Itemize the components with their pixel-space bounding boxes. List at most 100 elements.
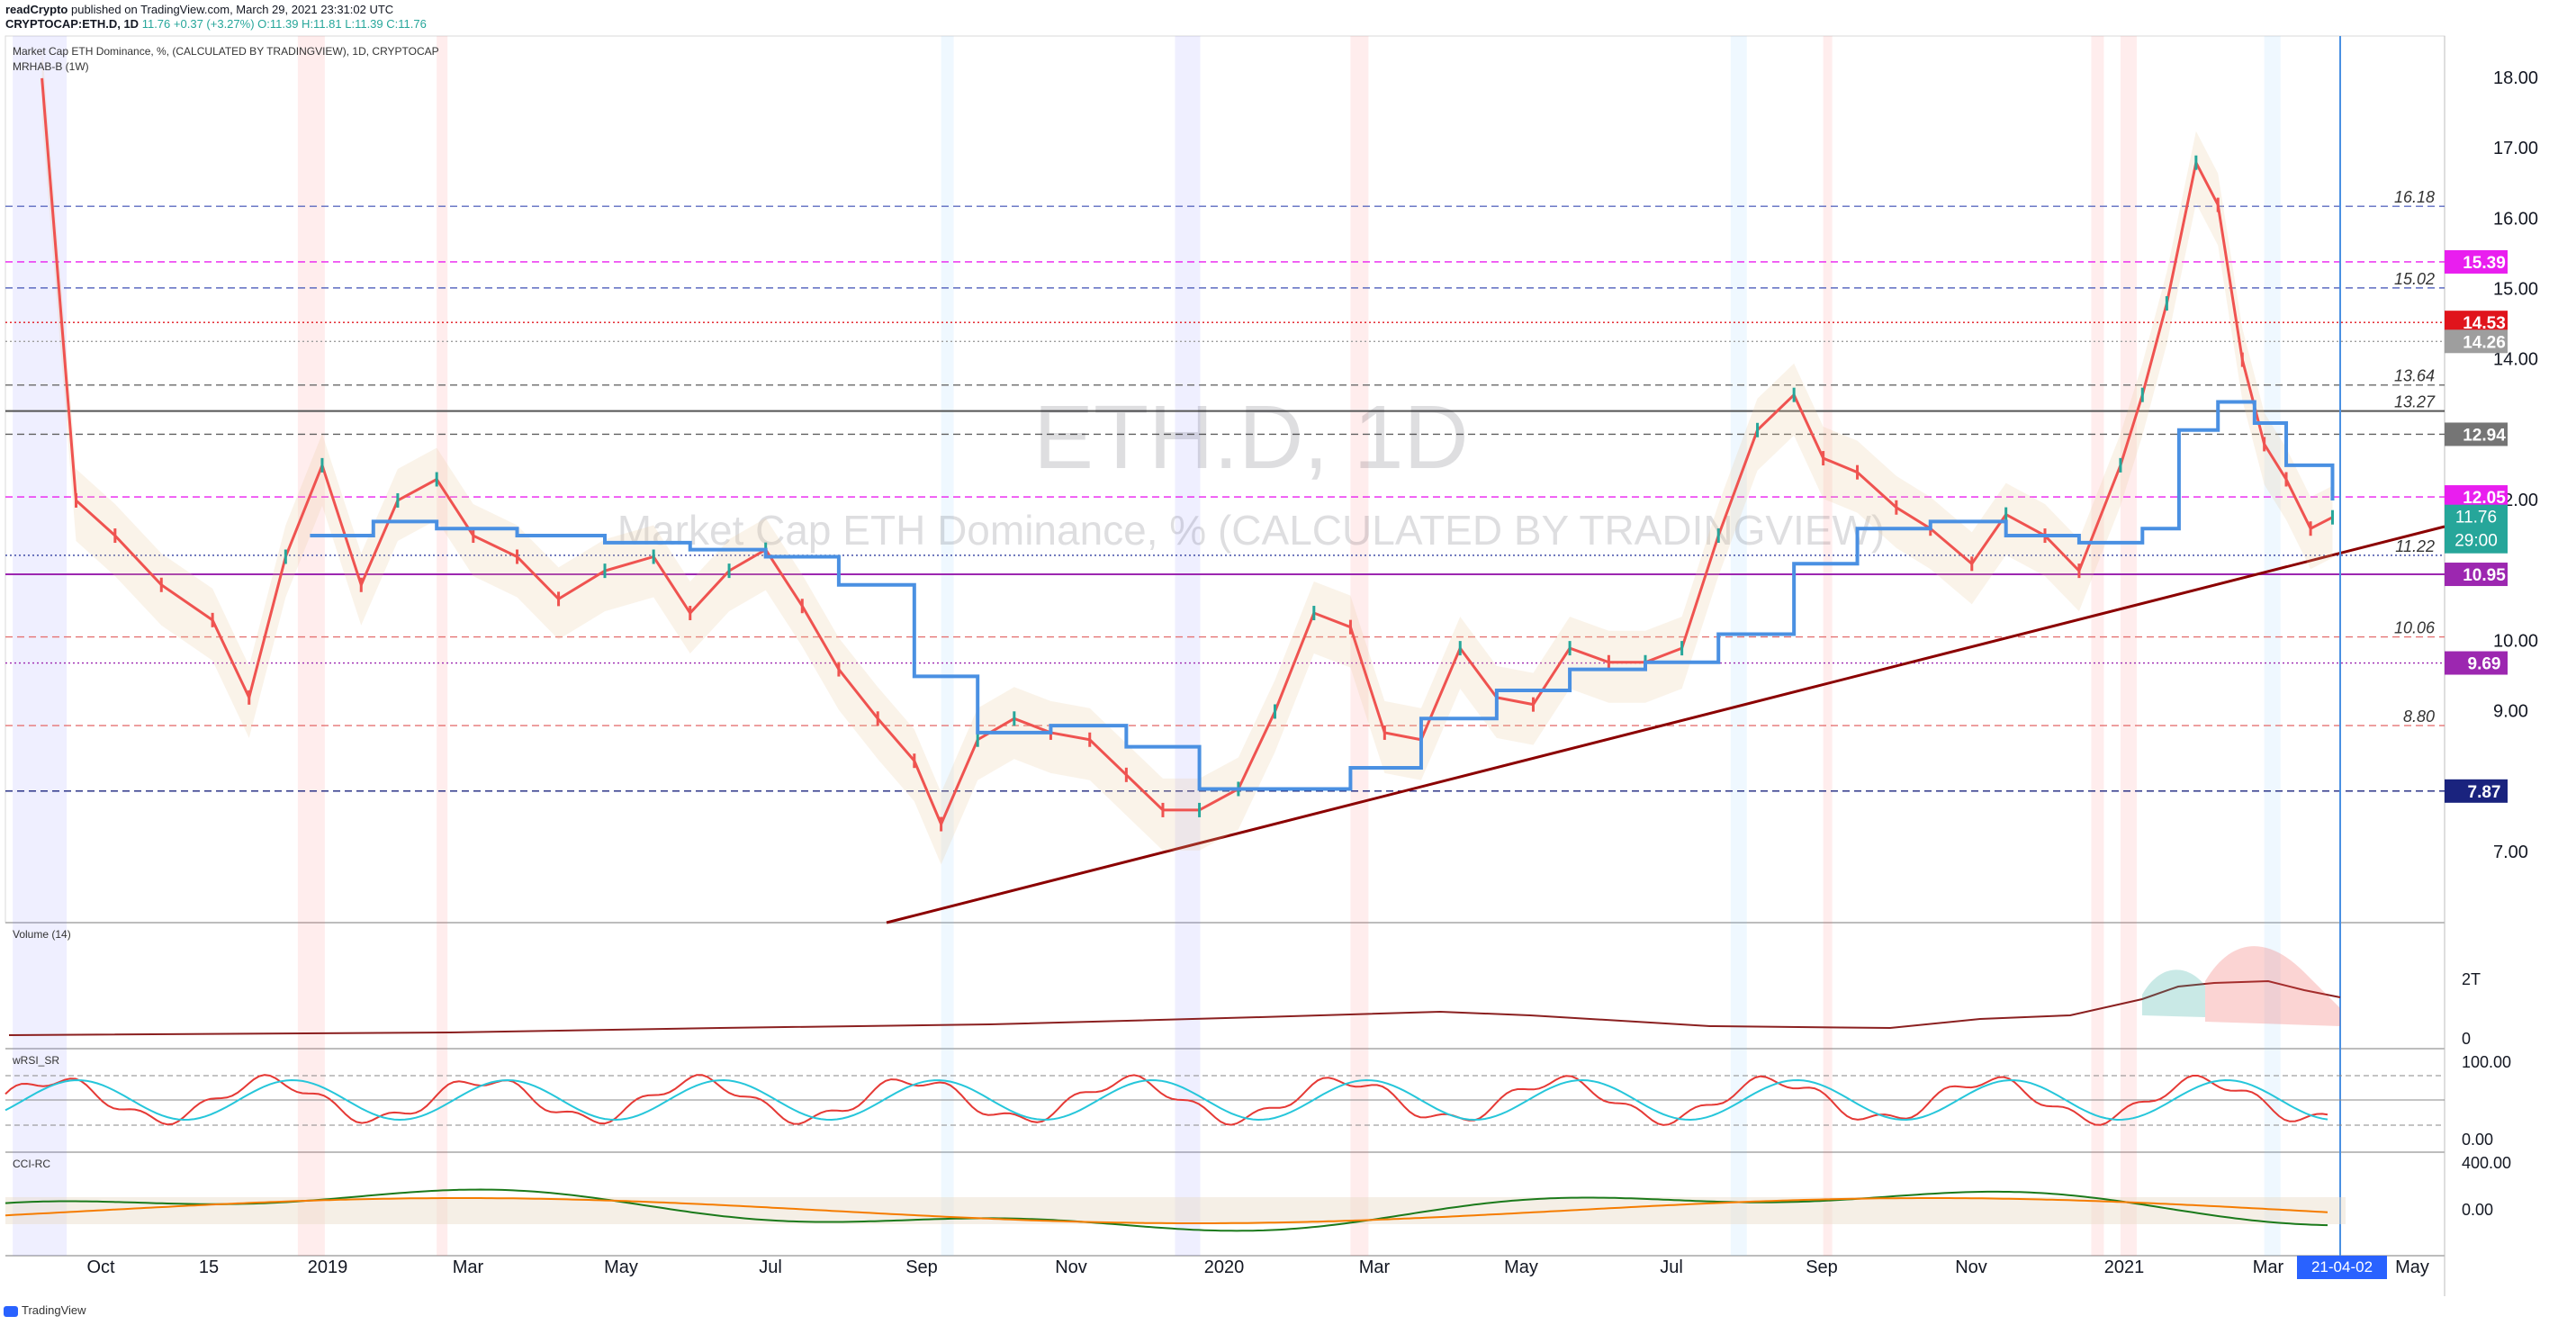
y-tick-label: 18.00 [2493,68,2538,88]
x-tick-label: 2021 [2104,1257,2145,1277]
price-badge-label: 12.05 [2463,489,2506,508]
wrsi-legend[interactable]: wRSI_SR [13,1054,60,1067]
support-trendline[interactable] [886,525,2445,924]
footer-brand[interactable]: TradingView [4,1303,86,1317]
price-axis: 18.0017.0016.0015.0014.0012.0010.009.007… [2493,68,2538,862]
symbol-line: CRYPTOCAP:ETH.D, 1D 11.76 +0.37 (+3.27%)… [5,17,427,32]
x-tick-label: Jul [1660,1257,1683,1277]
price-badge [2445,329,2508,354]
level-label: 13.27 [2394,393,2436,411]
level-label: 16.18 [2394,188,2435,206]
wrsi-signal-line [5,1078,2328,1122]
signal-band [297,36,325,1256]
x-tick-label: Nov [1955,1257,1987,1277]
level-lines: 16.18 15.02 13.64 13.27 11.22 10.06 8.80 [5,188,2445,792]
x-tick-label: May [604,1257,638,1277]
symbol-name: CRYPTOCAP:ETH.D, 1D [5,17,140,31]
cci-tick-0: 0.00 [2462,1201,2493,1219]
watermark-symbol: ETH.D, 1D [1033,387,1468,488]
volume-tick-0: 0 [2462,1030,2471,1048]
x-tick-label: Mar [2253,1257,2284,1277]
signal-band [2091,36,2104,1256]
price-badge [2445,651,2508,675]
volume-tick-2t: 2T [2462,970,2481,988]
signal-band [2264,36,2281,1256]
volume-cloud-red [2205,946,2340,1026]
x-tick-label: 2020 [1204,1257,1245,1277]
x-tick-label: Mar [453,1257,484,1277]
level-label: 8.80 [2403,708,2435,726]
cci-band [5,1197,2346,1224]
price-badge-label: 14.26 [2463,333,2506,352]
signal-band [1823,36,1833,1256]
x-tick-label: Sep [1806,1257,1838,1277]
signal-band [1730,36,1747,1256]
y-tick-label: 17.00 [2493,139,2538,158]
date-badge [2297,1256,2387,1279]
x-tick-label: Nov [1055,1257,1087,1277]
signal-band [2120,36,2137,1256]
last-price-label: 11.76 [2455,509,2497,527]
x-tick-label: Oct [86,1257,115,1277]
volume-ma-line [8,979,2341,1036]
level-label: 15.02 [2394,270,2435,288]
level-label: 11.22 [2395,537,2435,555]
mrhab-line[interactable] [310,400,2335,791]
x-tick-label: Jul [759,1257,782,1277]
price-badge-label: 7.87 [2468,783,2501,802]
cci-ma-line [5,1197,2328,1224]
wrsi-tick-100: 100.00 [2462,1053,2511,1071]
published-text: published on TradingView.com, March 29, … [70,3,394,16]
date-badge-label: 21-04-02 [2311,1258,2373,1275]
x-tick-label: 2019 [308,1257,348,1277]
signal-bands [13,36,2281,1256]
publisher-name[interactable]: readCrypto [5,3,68,16]
price-badge [2445,563,2508,587]
y-tick-label: 9.00 [2493,701,2528,721]
watermark-description: Market Cap ETH Dominance, % (CALCULATED … [617,507,1885,554]
y-tick-label: 16.00 [2493,209,2538,229]
main-legend[interactable]: Market Cap ETH Dominance, %, (CALCULATED… [13,45,439,58]
footer-brand-label: TradingView [22,1303,86,1317]
volume-legend[interactable]: Volume (14) [13,928,71,941]
price-badge [2445,485,2508,509]
publisher-line: readCrypto published on TradingView.com,… [5,3,393,17]
y-tick-label: 10.00 [2493,631,2538,651]
signal-band [437,36,448,1256]
indicator-legend[interactable]: MRHAB-B (1W) [13,60,89,73]
wrsi-tick-0: 0.00 [2462,1131,2493,1149]
x-tick-label: 15 [199,1257,219,1277]
x-tick-label: Mar [1359,1257,1391,1277]
cci-tick-400: 400.00 [2462,1154,2511,1172]
last-price-text: 11.76 [141,17,171,31]
price-badge [2445,249,2508,274]
signal-band [13,36,68,1256]
countdown-label: 29:00 [2454,532,2498,551]
y-tick-label: 15.00 [2493,279,2538,299]
cci-legend[interactable]: CCI-RC [13,1158,50,1170]
signal-band [1175,36,1201,1256]
price-badge-label: 15.39 [2463,254,2506,273]
ohlc-text: O:11.39 H:11.81 L:11.39 C:11.76 [257,17,427,31]
x-tick-label: May [2395,1257,2429,1277]
change-text: +0.37 (+3.27%) [173,17,255,31]
wrsi-line [5,1074,2328,1126]
x-tick-label: Sep [905,1257,938,1277]
y-tick-label: 7.00 [2493,843,2528,862]
price-badge-label: 9.69 [2468,655,2501,674]
tradingview-icon [4,1305,18,1317]
time-axis: Oct 15 2019 Mar May Jul Sep Nov 2020 Mar May Jul Sep… [86,1257,2428,1277]
level-label: 10.06 [2394,619,2436,637]
volume-cloud-green [2142,969,2205,1017]
signal-band [941,36,954,1256]
y-tick-label: 14.00 [2493,350,2538,370]
cci-line [5,1188,2328,1232]
price-badge-label: 14.53 [2463,314,2506,333]
price-badge-label: 10.95 [2463,566,2506,585]
x-tick-label: May [1504,1257,1538,1277]
price-badge [2445,779,2508,803]
price-series [41,46,2335,865]
signal-band [1350,36,1369,1256]
